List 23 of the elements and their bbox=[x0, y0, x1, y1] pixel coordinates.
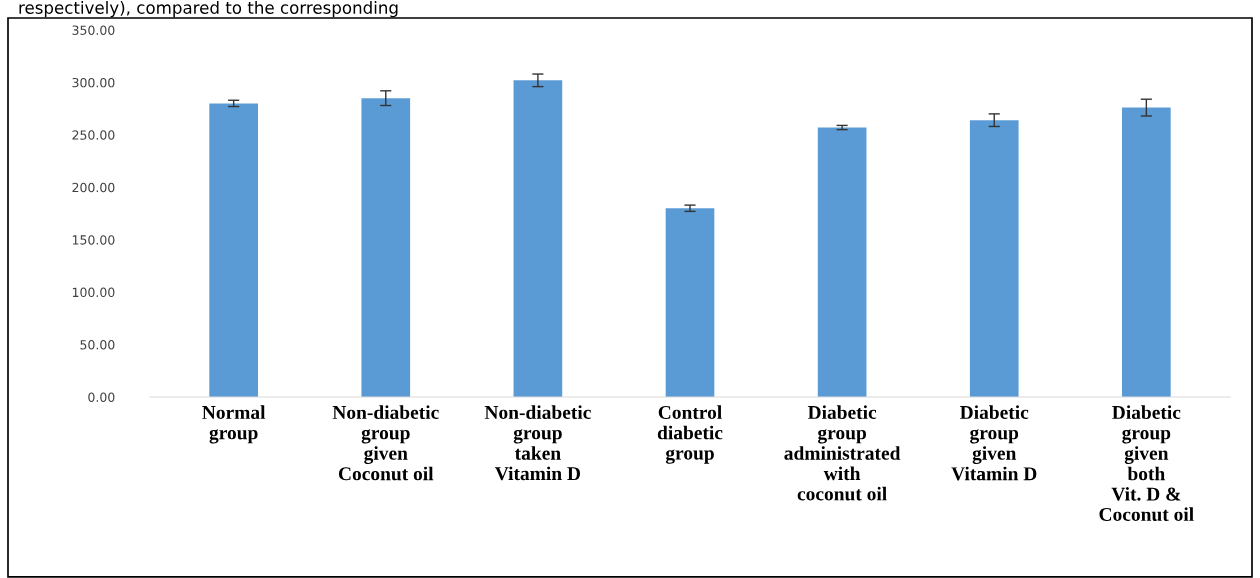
x-tick-label: Diabetic group administrated with coconut oil bbox=[784, 405, 901, 501]
bar bbox=[361, 98, 411, 397]
bar bbox=[209, 103, 258, 397]
x-tick-label: Diabetic group given Vitamin D bbox=[951, 405, 1037, 481]
x-tick-label: Non-diabetic group given Coconut oil bbox=[332, 405, 439, 481]
bar bbox=[817, 127, 867, 397]
x-tick-label: Control diabetic group bbox=[657, 405, 723, 464]
y-tick-label: 300.00 bbox=[72, 77, 115, 88]
bar bbox=[665, 208, 715, 397]
y-tick-label: 250.00 bbox=[72, 130, 115, 140]
y-tick-label: 350.00 bbox=[72, 25, 115, 35]
x-tick-label: Normal group bbox=[202, 405, 266, 444]
y-tick-label: 50.00 bbox=[80, 340, 115, 350]
bar bbox=[1122, 107, 1171, 397]
y-tick-label: 0.00 bbox=[88, 392, 115, 402]
x-tick-label: Diabetic group given both Vit. D & Coconut oil bbox=[1099, 405, 1194, 522]
x-tick-label: Non-diabetic group taken Vitamin D bbox=[484, 405, 591, 481]
bar bbox=[513, 80, 563, 397]
y-tick-label: 200.00 bbox=[72, 182, 115, 193]
bar bbox=[969, 120, 1019, 397]
text: respectively), compared to the corresponding bbox=[19, 1, 398, 18]
y-tick-label: 150.00 bbox=[72, 235, 115, 245]
y-tick-label: 100.00 bbox=[72, 287, 115, 298]
